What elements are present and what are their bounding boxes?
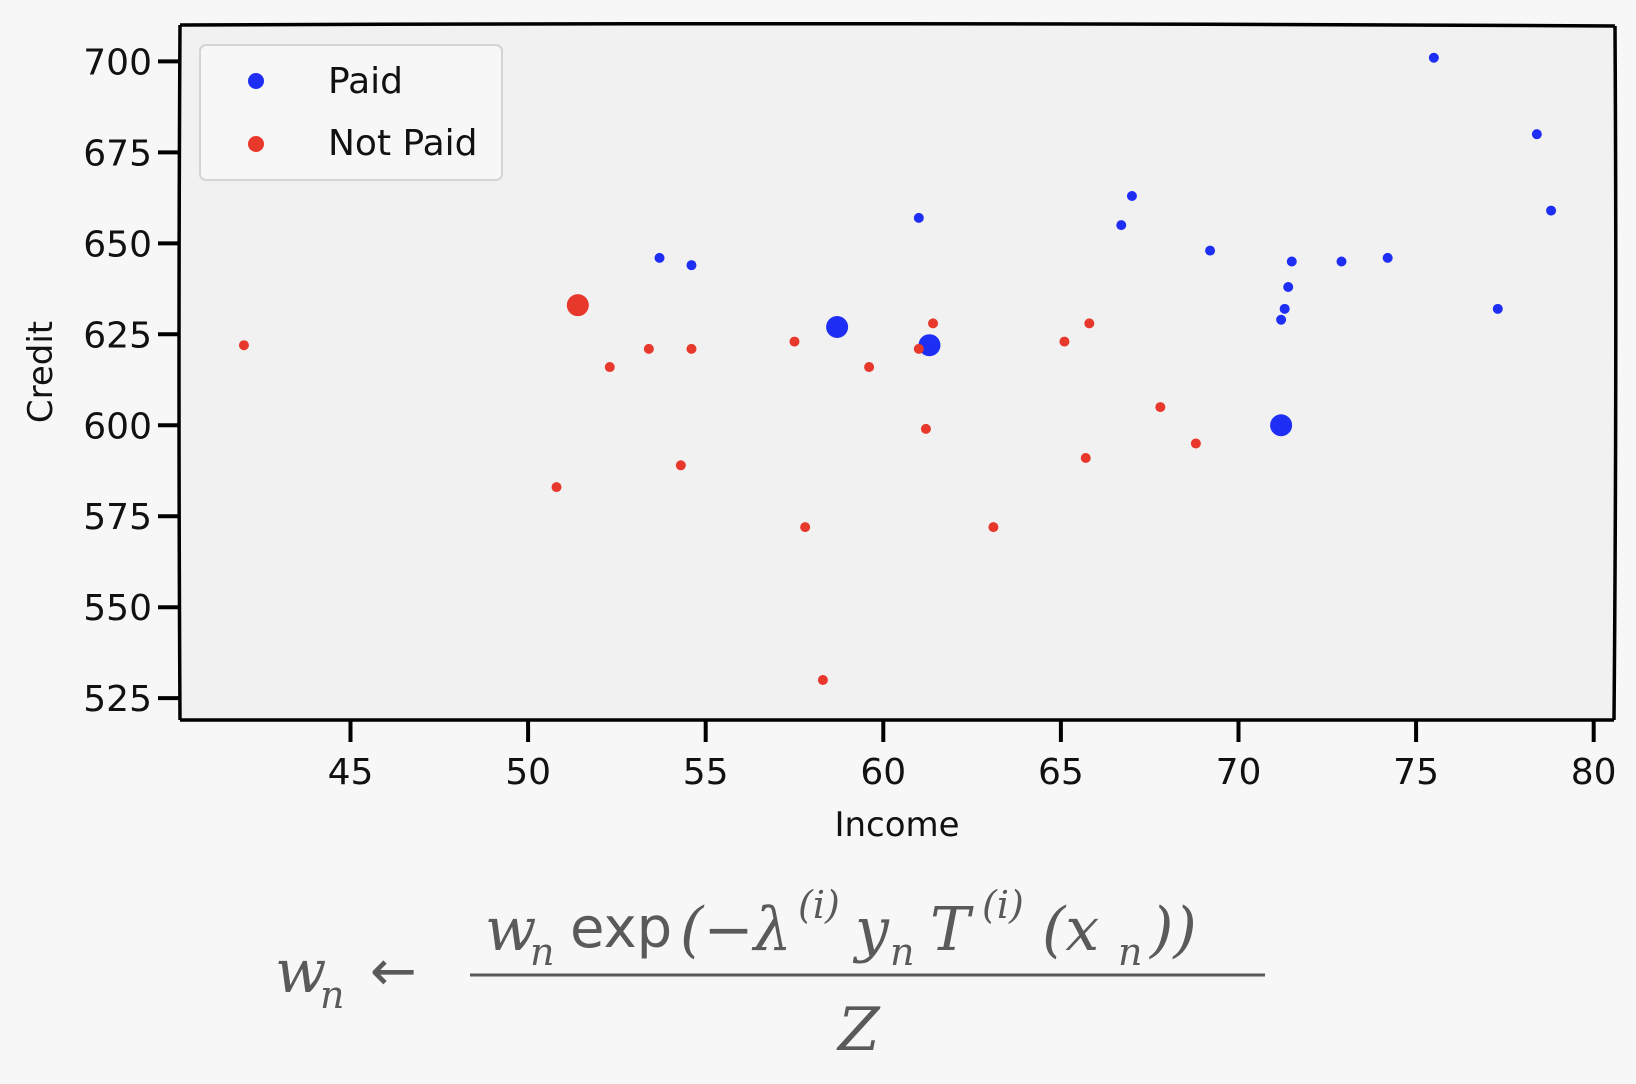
data-point-paid	[1546, 205, 1557, 216]
legend-marker-not-paid	[248, 136, 264, 152]
legend-label-not-paid: Not Paid	[328, 123, 478, 164]
data-point-not-paid	[1059, 336, 1070, 347]
axes-frame	[177, 21, 1618, 724]
data-point-not-paid	[551, 482, 562, 493]
data-point-not-paid	[920, 423, 931, 434]
y-axis-label: Credit	[21, 321, 61, 423]
x-tick-label: 65	[1038, 752, 1084, 793]
data-point-paid	[918, 334, 941, 357]
data-point-not-paid	[913, 343, 924, 354]
data-point-paid	[1428, 52, 1439, 63]
formula-y-sub: n	[890, 930, 914, 974]
y-tick-label: 550	[83, 588, 152, 629]
axis-left-spine	[177, 24, 182, 721]
data-point-not-paid	[800, 522, 811, 533]
data-point-paid	[913, 212, 924, 223]
y-tick-label: 700	[83, 42, 152, 83]
data-point-not-paid	[643, 343, 654, 354]
data-point-not-paid	[566, 294, 589, 317]
data-point-paid	[654, 252, 665, 263]
data-point-not-paid	[1155, 402, 1166, 413]
axis-right-spine	[1612, 25, 1618, 721]
scatter-chart: 525 550 575 600 625 650 675 700 45 50 55 60 65 70 75 8…	[21, 21, 1618, 845]
data-point-paid	[1205, 245, 1216, 256]
data-point-not-paid	[1084, 318, 1095, 329]
data-point-not-paid	[988, 522, 999, 533]
data-point-not-paid	[1190, 438, 1201, 449]
formula-y: y	[852, 895, 890, 965]
data-point-paid	[1531, 129, 1542, 140]
data-point-paid	[826, 316, 849, 339]
formula-denominator: Z	[836, 995, 881, 1065]
formula-T: T	[930, 895, 974, 965]
formula-x-sub: n	[1118, 930, 1142, 974]
y-tick-label: 575	[83, 497, 152, 538]
legend-marker-paid	[248, 73, 264, 89]
y-tick-label: 675	[83, 133, 152, 174]
data-point-paid	[1270, 414, 1293, 437]
x-tick-label: 55	[683, 752, 729, 793]
data-point-not-paid	[817, 674, 828, 685]
formula-num-w: w	[485, 895, 536, 965]
data-point-not-paid	[789, 336, 800, 347]
legend-box	[199, 44, 503, 181]
data-point-paid	[686, 260, 697, 271]
data-point-not-paid	[928, 318, 939, 329]
legend-label-paid: Paid	[328, 61, 403, 102]
formula-open-lambda: (−λ	[680, 895, 792, 965]
data-point-paid	[1336, 256, 1347, 267]
formula-num-w-sub: n	[530, 930, 554, 974]
formula-lambda-sup: (i)	[798, 883, 840, 927]
x-tick-label: 45	[328, 752, 374, 793]
y-tick-label: 525	[83, 679, 152, 720]
x-axis-label: Income	[834, 805, 959, 845]
axis-bottom-spine	[179, 718, 1615, 724]
data-point-not-paid	[1080, 453, 1091, 464]
data-point-not-paid	[604, 362, 615, 373]
data-point-not-paid	[675, 460, 686, 471]
data-point-not-paid	[686, 343, 697, 354]
data-point-not-paid	[238, 340, 249, 351]
x-tick-label: 80	[1571, 752, 1617, 793]
data-points	[238, 52, 1557, 685]
x-axis-ticks: 45 50 55 60 65 70 75 80	[328, 720, 1617, 793]
y-tick-label: 625	[83, 315, 152, 356]
data-point-paid	[1382, 252, 1393, 263]
formula-lhs-sub: n	[320, 973, 344, 1017]
data-point-paid	[1276, 314, 1287, 325]
formula-close: ))	[1148, 895, 1197, 965]
y-tick-label: 650	[83, 224, 152, 265]
y-axis-ticks: 525 550 575 600 625 650 675 700	[83, 42, 180, 720]
data-point-paid	[1283, 281, 1294, 292]
data-point-paid	[1286, 256, 1297, 267]
data-point-paid	[1126, 191, 1137, 202]
legend: Paid Not Paid	[199, 44, 503, 181]
y-tick-label: 600	[83, 406, 152, 447]
data-point-paid	[1116, 220, 1127, 231]
formula-lhs-w: w	[275, 937, 326, 1007]
data-point-paid	[1279, 303, 1290, 314]
formula-exp: exp	[570, 896, 672, 961]
formula-arrow: ←	[370, 939, 417, 1004]
axis-top-spine	[179, 21, 1616, 28]
data-point-paid	[1492, 303, 1503, 314]
formula-x-open: (x	[1042, 895, 1099, 965]
x-tick-label: 70	[1216, 752, 1262, 793]
x-tick-label: 75	[1393, 752, 1439, 793]
x-tick-label: 50	[505, 752, 551, 793]
data-point-not-paid	[864, 362, 875, 373]
weight-update-formula: w n ← w n exp (−λ (i) y n T (i) (x n )) …	[275, 883, 1265, 1065]
x-tick-label: 60	[860, 752, 906, 793]
formula-T-sup: (i)	[982, 883, 1024, 927]
